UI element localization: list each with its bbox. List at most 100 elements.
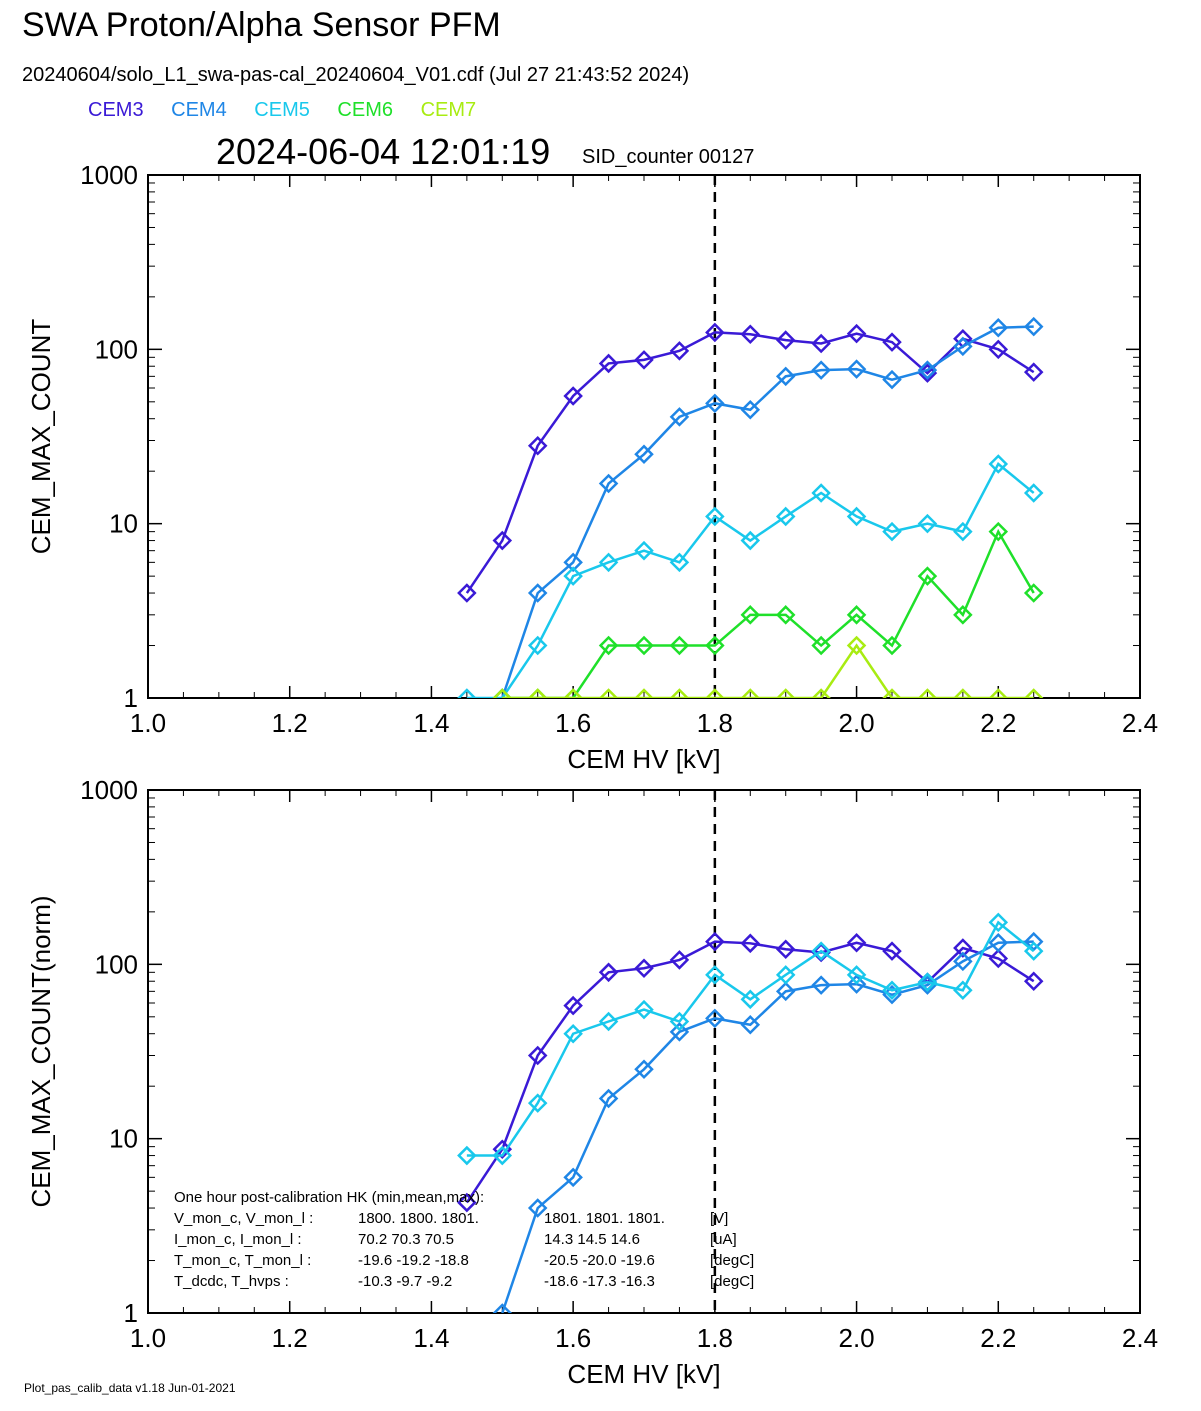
hk-row-label: I_mon_c, I_mon_l : xyxy=(174,1231,302,1248)
data-point xyxy=(705,688,725,698)
data-point xyxy=(563,1167,583,1188)
data-point xyxy=(598,353,619,374)
x-tick-label: 1.0 xyxy=(130,1323,166,1353)
y-tick-label: 100 xyxy=(95,949,138,979)
series-cem3 xyxy=(457,931,1044,1213)
data-point xyxy=(527,688,548,698)
data-point xyxy=(775,965,796,985)
data-point xyxy=(1023,971,1044,991)
plot-frame xyxy=(147,174,1141,699)
data-point xyxy=(457,1192,477,1213)
data-point xyxy=(811,360,831,380)
data-point xyxy=(740,688,761,698)
data-point xyxy=(457,688,477,698)
y-tick-label: 10 xyxy=(109,509,138,539)
data-point xyxy=(775,981,796,1002)
data-point xyxy=(988,521,1009,542)
series-line xyxy=(466,462,1035,698)
x-tick-label: 1.4 xyxy=(413,708,449,738)
data-point xyxy=(563,566,583,586)
data-point xyxy=(917,688,938,698)
data-point xyxy=(598,635,619,656)
legend-item-cem6: CEM6 xyxy=(337,99,393,121)
data-point xyxy=(492,1145,513,1166)
series-cem5 xyxy=(457,912,1044,1166)
y-tick-label: 1000 xyxy=(80,780,138,805)
legend-item-cem7: CEM7 xyxy=(420,99,477,121)
x-tick-label: 1.4 xyxy=(413,1323,449,1353)
series-line xyxy=(502,643,1034,698)
data-point xyxy=(775,939,796,960)
chart-bottom: 1.0 1.2 1.4 1.6 1.8 2.0 2.2 2.4 1 10 100 1000 CEM HV… xyxy=(26,780,1158,1389)
x-axis-label: CEM HV [kV] xyxy=(567,744,720,774)
data-point xyxy=(669,1011,690,1032)
series-cem3 xyxy=(457,322,1044,603)
data-point xyxy=(527,583,548,603)
data-point xyxy=(705,965,725,985)
hk-row-unit: [V] xyxy=(710,1210,728,1227)
data-point xyxy=(634,350,654,370)
x-tick-label: 2.2 xyxy=(980,708,1016,738)
hk-row-label: T_mon_c, T_mon_l : xyxy=(174,1252,311,1269)
data-point xyxy=(953,336,973,357)
page-title: SWA Proton/Alpha Sensor PFM xyxy=(22,6,501,44)
data-point xyxy=(740,989,761,1010)
data-point xyxy=(705,1008,725,1029)
data-point xyxy=(669,1022,690,1042)
data-point xyxy=(882,635,902,656)
hk-row-range-a: 70.2 70.3 70.5 xyxy=(358,1231,454,1248)
series-cem4 xyxy=(492,316,1044,698)
data-point xyxy=(563,552,583,573)
data-point xyxy=(634,999,654,1020)
legend-item-cem5: CEM5 xyxy=(254,99,310,121)
data-point xyxy=(563,1023,583,1044)
series-line xyxy=(502,528,1035,698)
data-point xyxy=(705,931,725,952)
data-point xyxy=(953,938,973,958)
data-point xyxy=(1023,483,1044,503)
data-point xyxy=(1023,362,1044,382)
data-point xyxy=(811,975,831,995)
hk-row-unit: [degC] xyxy=(710,1273,754,1290)
y-tick-label: 1 xyxy=(124,1298,138,1328)
series-cem6 xyxy=(492,521,1044,698)
legend-item-cem3: CEM3 xyxy=(88,99,144,121)
data-point xyxy=(775,366,796,387)
data-point xyxy=(775,506,796,527)
x-tick-label: 2.4 xyxy=(1122,1323,1158,1353)
x-tick-label: 1.8 xyxy=(697,708,733,738)
data-point xyxy=(705,506,725,527)
x-tick-label: 2.0 xyxy=(838,1323,874,1353)
data-point xyxy=(705,322,725,343)
series-line xyxy=(465,940,1035,1204)
x-tick-label: 1.8 xyxy=(697,1323,733,1353)
x-tick-label: 2.0 xyxy=(838,708,874,738)
hk-row-range-a: -19.6 -19.2 -18.8 xyxy=(358,1252,469,1269)
data-point xyxy=(598,1011,619,1032)
hk-row-range-b: -18.6 -17.3 -16.3 xyxy=(544,1273,655,1290)
data-point xyxy=(527,1198,548,1218)
data-point xyxy=(527,1045,548,1066)
data-point xyxy=(740,400,761,420)
data-point xyxy=(882,980,902,1001)
data-point xyxy=(846,932,867,953)
x-tick-label: 1.0 xyxy=(130,708,166,738)
data-point xyxy=(669,341,690,361)
y-tick-label: 10 xyxy=(109,1124,138,1154)
data-point xyxy=(882,941,902,961)
data-point xyxy=(917,566,938,586)
legend: CEM3 CEM4 CEM5 CEM6 CEM7 xyxy=(88,99,498,122)
data-point xyxy=(846,506,867,527)
x-tick-label: 1.6 xyxy=(555,708,591,738)
series-line xyxy=(501,325,1034,698)
data-point xyxy=(953,605,973,625)
data-point xyxy=(598,1088,619,1109)
data-point xyxy=(988,948,1009,969)
data-point xyxy=(988,932,1009,953)
data-point xyxy=(775,330,796,350)
hk-row-range-b: 14.3 14.5 14.6 xyxy=(544,1231,640,1248)
data-point xyxy=(953,951,973,972)
data-point xyxy=(740,933,761,954)
data-point xyxy=(988,454,1009,474)
data-point xyxy=(669,552,690,573)
